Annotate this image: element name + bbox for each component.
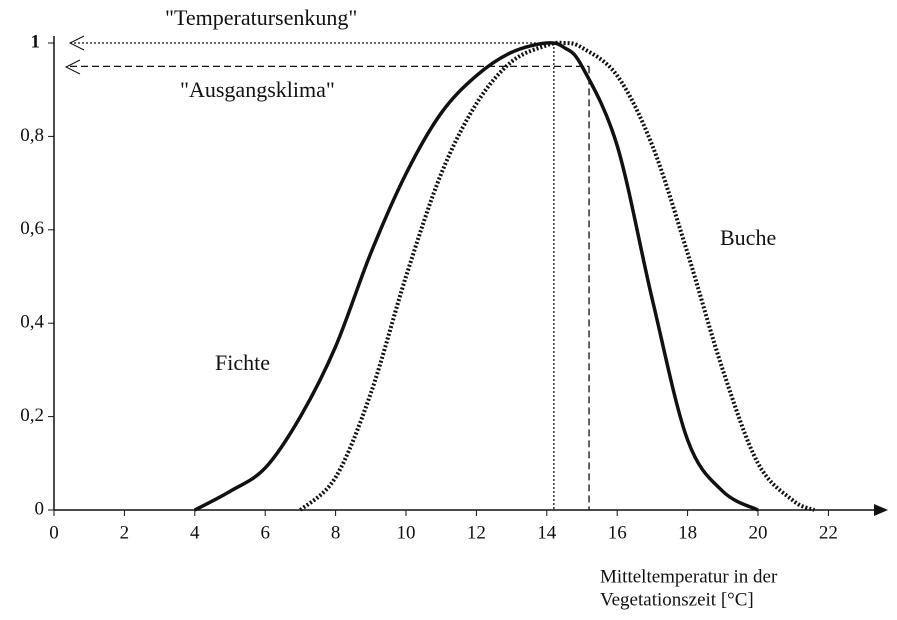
x-axis-label: Mitteltemperatur in der: [600, 566, 778, 587]
y-tick-label: 0: [35, 498, 45, 519]
x-axis-label: Vegetationszeit [°C]: [600, 589, 754, 610]
arrow-head: [68, 35, 85, 51]
annotation-text: "Temperatursenkung": [165, 5, 357, 30]
x-tick-label: 14: [537, 522, 557, 543]
y-tick-label: 0,4: [20, 312, 44, 333]
series-label: Buche: [720, 225, 776, 250]
x-tick-label: 10: [397, 522, 416, 543]
x-tick-label: 12: [467, 522, 486, 543]
x-tick-label: 0: [49, 522, 59, 543]
x-axis-arrow: [874, 504, 888, 516]
series-line: [299, 40, 816, 512]
series-line: [193, 41, 759, 512]
x-tick-label: 8: [331, 522, 341, 543]
x-tick-label: 6: [260, 522, 270, 543]
y-tick-label: 0,8: [20, 125, 44, 146]
x-tick-label: 4: [190, 522, 200, 543]
x-tick-label: 2: [120, 522, 130, 543]
x-tick-label: 20: [749, 522, 768, 543]
x-tick-label: 16: [608, 522, 627, 543]
y-tick-label: 1: [31, 31, 41, 52]
arrow-head: [64, 59, 81, 75]
x-tick-label: 22: [819, 522, 838, 543]
y-tick-label: 0,2: [20, 405, 44, 426]
annotation-text: "Ausgangsklima": [180, 77, 335, 102]
series-label: Fichte: [215, 350, 270, 375]
y-tick-label: 0,6: [20, 218, 44, 239]
x-tick-label: 18: [678, 522, 697, 543]
